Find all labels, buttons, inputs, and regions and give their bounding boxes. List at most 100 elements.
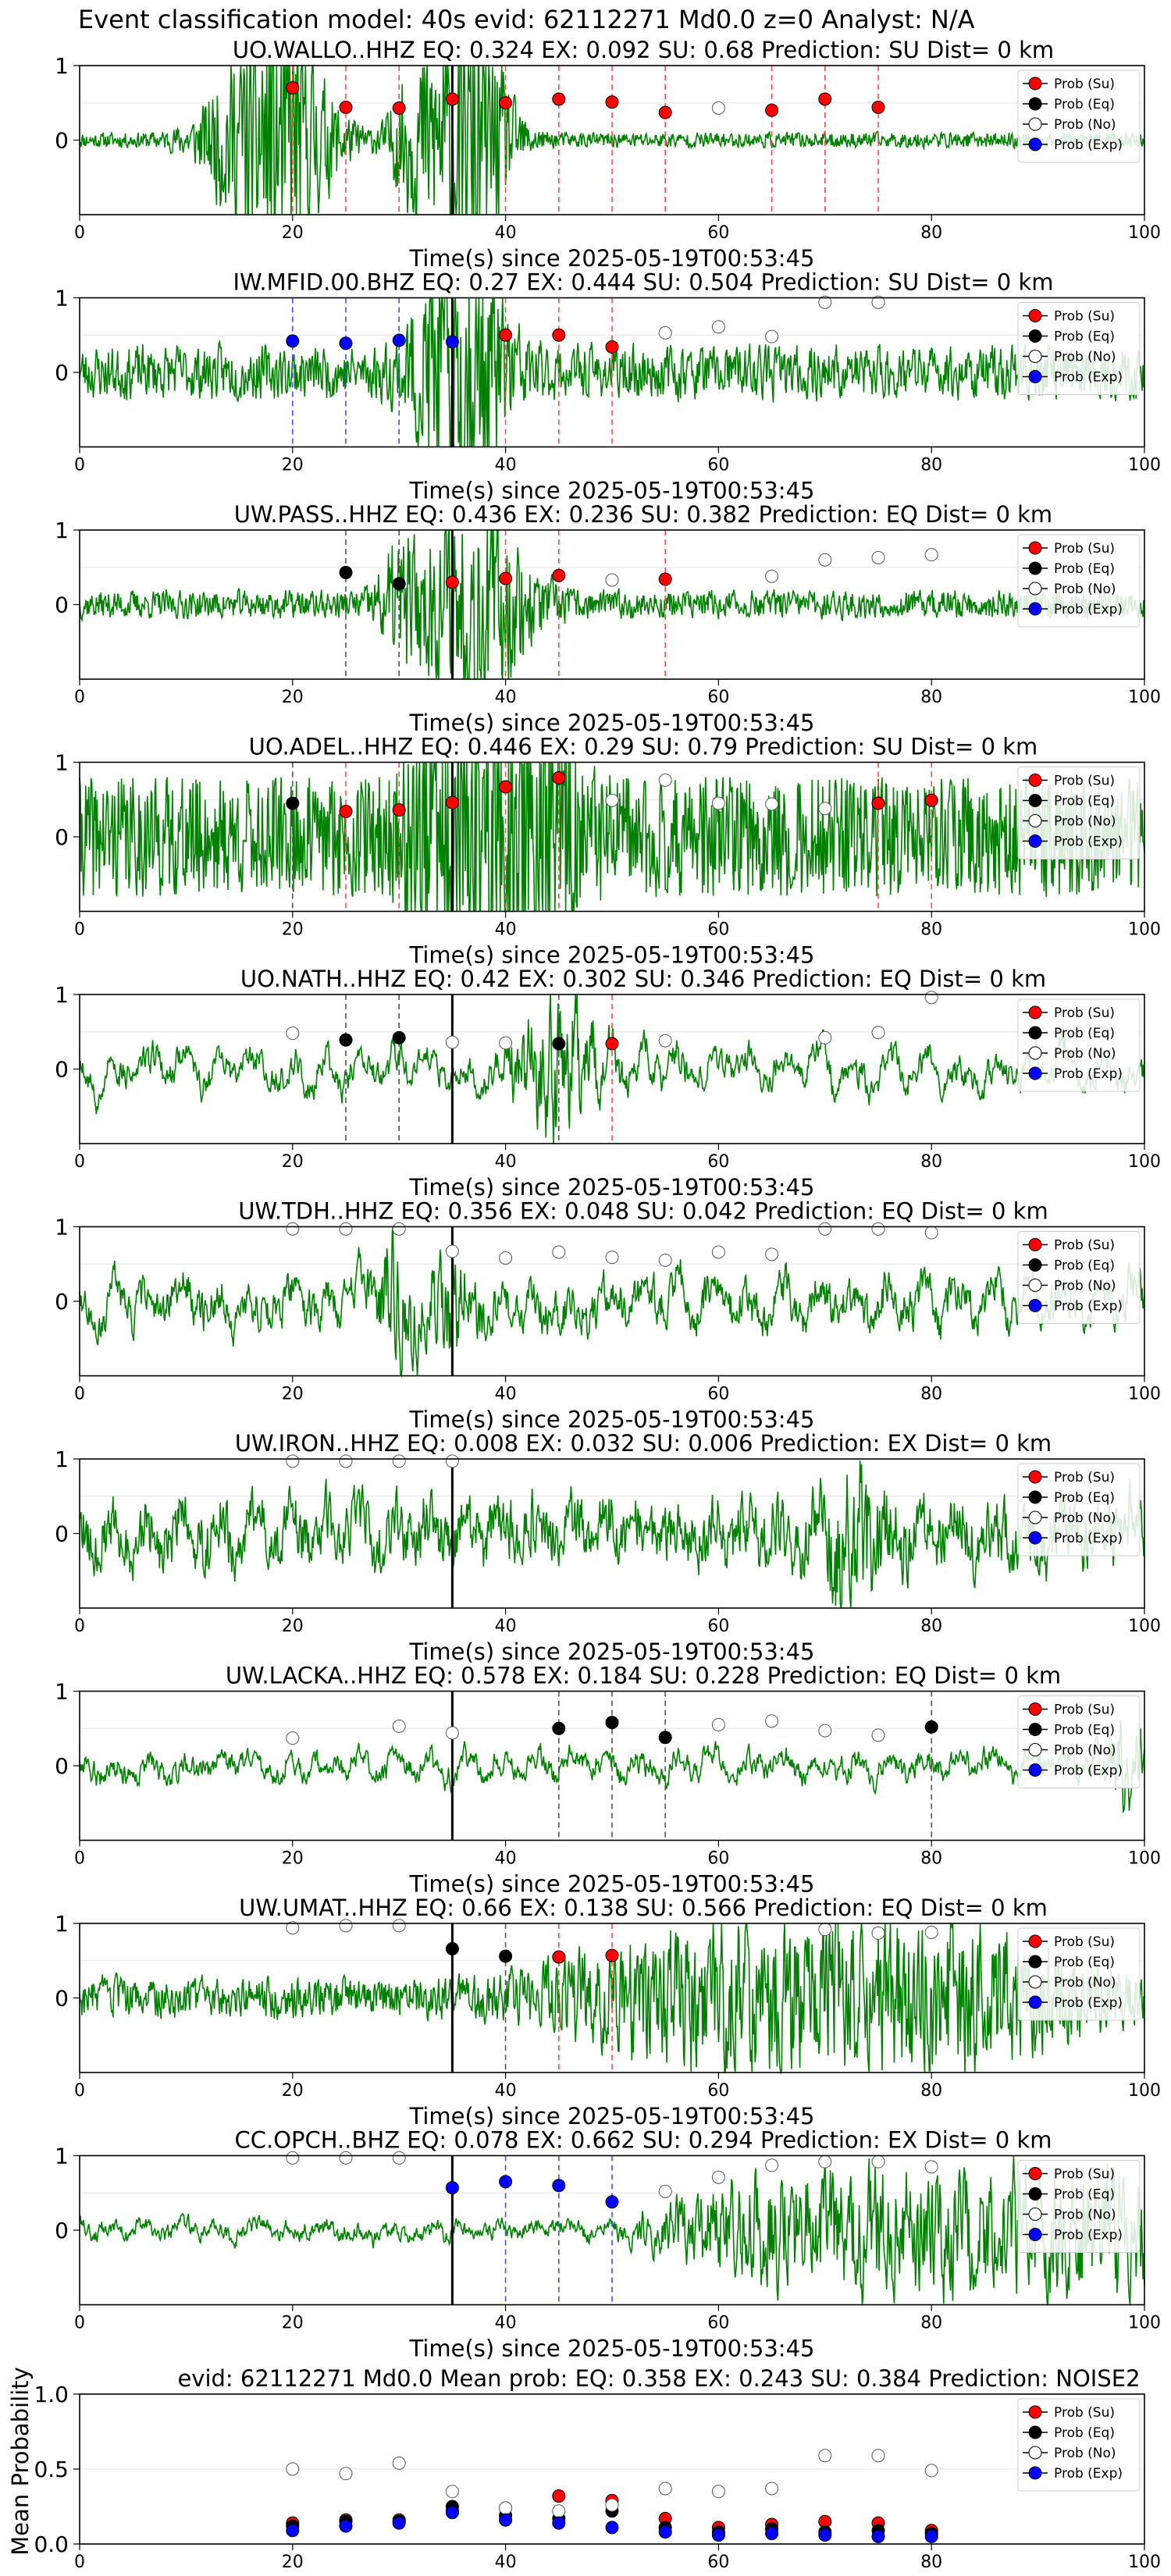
x-tick-label: 80 (920, 688, 942, 707)
prob-point (658, 1034, 672, 1048)
mean-prob-point (286, 2462, 300, 2476)
prob-point (286, 1222, 300, 1236)
y-tick-label: 0 (55, 1057, 69, 1083)
legend-marker (1028, 350, 1042, 363)
x-tick-label: 100 (1128, 2314, 1161, 2333)
legend-label: Prob (Eq) (1054, 2187, 1115, 2203)
prob-point (392, 1222, 406, 1236)
legend-label: Prob (Eq) (1054, 1490, 1115, 1506)
y-tick-label: 1 (55, 1911, 69, 1937)
mean-prob-point (499, 2501, 513, 2515)
prob-point (499, 1036, 513, 1050)
legend-label: Prob (No) (1054, 2446, 1116, 2461)
x-axis-label: Time(s) since 2025-05-19T00:53:45 (409, 942, 815, 969)
prob-point (339, 2151, 353, 2165)
legend-label: Prob (Su) (1054, 2405, 1115, 2421)
y-tick-label: 1 (55, 2144, 69, 2169)
prob-point (871, 1222, 885, 1236)
x-tick-label: 20 (282, 223, 304, 243)
panel-9: UW.UMAT..HHZ EQ: 0.66 EX: 0.138 SU: 0.56… (55, 1895, 1161, 2129)
prob-point (711, 320, 725, 334)
x-tick-label: 40 (495, 1152, 517, 1172)
legend-box (1017, 767, 1141, 859)
prob-point (392, 1719, 406, 1733)
prob-point (445, 335, 459, 349)
prob-point (924, 991, 938, 1005)
legend-box (1017, 998, 1141, 1092)
legend-marker (1028, 370, 1042, 383)
prob-point (871, 550, 885, 564)
legend-label: Prob (Su) (1054, 774, 1115, 789)
prob-point (286, 81, 300, 95)
legend-marker (1028, 1703, 1042, 1716)
prob-point (339, 336, 353, 350)
mean-prob-point (552, 2489, 566, 2503)
legend-marker (1028, 774, 1042, 787)
prob-point (658, 2184, 672, 2198)
panel-6: UW.TDH..HHZ EQ: 0.356 EX: 0.048 SU: 0.04… (55, 1198, 1161, 1433)
legend-label: Prob (No) (1054, 1046, 1116, 1062)
prob-point (445, 1454, 459, 1468)
x-tick-label: 60 (707, 1385, 729, 1404)
x-tick-label: 60 (707, 688, 729, 707)
legend-label: Prob (No) (1054, 1510, 1116, 1526)
legend-label: Prob (Exp) (1054, 1995, 1123, 2011)
prob-point (392, 2151, 406, 2165)
mean-prob-point (286, 2524, 300, 2538)
x-tick-label: 0 (74, 688, 85, 707)
x-tick-label: 100 (1128, 1152, 1161, 1172)
x-tick-label: 100 (1128, 1617, 1161, 1636)
prob-point (445, 575, 459, 589)
prob-point (924, 1720, 938, 1734)
y-tick-label: 0 (55, 128, 69, 154)
x-tick-label: 80 (920, 920, 942, 940)
panel-7: UW.IRON..HHZ EQ: 0.008 EX: 0.032 SU: 0.0… (55, 1430, 1161, 1665)
legend-label: Prob (Su) (1054, 1470, 1115, 1485)
x-tick-label: 20 (282, 1617, 304, 1636)
prob-point (552, 1721, 566, 1735)
y-axis-label: Mean Probability (7, 2367, 34, 2556)
prob-point (765, 797, 779, 811)
legend-marker (1028, 137, 1042, 151)
waveform-trace (79, 761, 1145, 913)
x-tick-label: 40 (495, 920, 517, 940)
legend-marker (1028, 1279, 1042, 1292)
x-tick-label: 0 (74, 1849, 85, 1869)
legend-box (1017, 69, 1141, 163)
prob-point (818, 2154, 832, 2169)
prob-point (445, 1941, 459, 1955)
panel-title: UO.NATH..HHZ EQ: 0.42 EX: 0.302 SU: 0.34… (240, 966, 1046, 992)
legend-marker (1028, 602, 1042, 616)
x-tick-label: 40 (495, 1385, 517, 1404)
legend-marker (1028, 309, 1042, 322)
mean-prob-point (924, 2529, 938, 2543)
x-tick-label: 100 (1128, 1385, 1161, 1404)
prob-point (765, 569, 779, 583)
x-tick-label: 40 (495, 2081, 517, 2101)
y-tick-label: 1 (55, 53, 69, 79)
prob-point (818, 295, 832, 309)
legend-label: Prob (Eq) (1054, 1955, 1115, 1970)
prob-point (552, 1950, 566, 1964)
mean-prob-point (658, 2525, 672, 2539)
legend-marker (1028, 541, 1042, 555)
prob-point (286, 334, 300, 348)
legend-label: Prob (Eq) (1054, 561, 1115, 577)
legend-marker (1028, 1743, 1042, 1756)
prob-point (765, 2158, 779, 2172)
panel-title: UW.IRON..HHZ EQ: 0.008 EX: 0.032 SU: 0.0… (235, 1430, 1052, 1457)
legend-marker (1028, 1723, 1042, 1736)
y-tick-label: 0 (55, 1521, 69, 1547)
mean-prob-point (605, 2498, 619, 2512)
legend-marker (1028, 1238, 1042, 1251)
x-tick-label: 40 (495, 1617, 517, 1636)
x-tick-label: 100 (1128, 223, 1161, 243)
x-tick-label: 40 (495, 2314, 517, 2333)
x-tick-label: 60 (707, 1152, 729, 1172)
mean-prob-point (765, 2482, 779, 2496)
y-tick-label: 1 (55, 286, 69, 311)
prob-point (605, 1251, 619, 1265)
x-tick-label: 100 (1128, 2553, 1161, 2572)
prob-point (445, 1244, 459, 1258)
prob-point (711, 1717, 725, 1731)
